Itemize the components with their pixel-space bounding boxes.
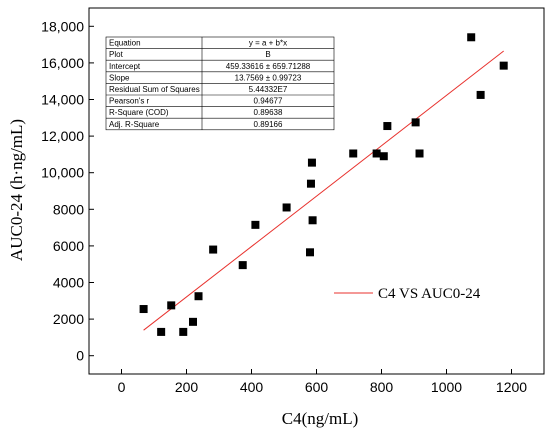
y-tick-label: 18,000	[41, 18, 84, 34]
stats-table-key: Intercept	[109, 62, 141, 71]
stats-table-value: 459.33616 ± 659.71288	[226, 62, 311, 71]
data-point	[383, 122, 392, 131]
x-tick-label: 400	[240, 379, 264, 395]
stats-table-key: Pearson's r	[109, 97, 150, 106]
data-point	[467, 33, 476, 42]
data-point	[167, 301, 176, 310]
data-point	[238, 261, 247, 270]
y-tick-label: 4000	[53, 275, 84, 291]
stats-table-key: Plot	[109, 50, 124, 59]
stats-table-value: 13.7569 ± 0.99723	[235, 73, 302, 82]
stats-table-value: 0.89638	[254, 108, 283, 117]
data-point	[139, 305, 148, 314]
x-tick-label: 800	[370, 379, 394, 395]
stats-table-value: y = a + b*x	[249, 39, 287, 48]
y-tick-label: 10,000	[41, 165, 84, 181]
stats-table-value: 0.94677	[254, 97, 283, 106]
stats-table-key: Adj. R-Square	[109, 120, 160, 129]
data-point	[306, 248, 314, 257]
data-point	[415, 149, 424, 158]
y-axis: 0 2000 4000 6000 8000 10,000 12,000 14,000 16,00…	[41, 18, 94, 364]
data-point	[209, 245, 218, 254]
x-tick-label: 1200	[496, 379, 527, 395]
data-point	[307, 158, 316, 167]
stats-table-value: 0.89166	[254, 120, 283, 129]
data-point	[306, 179, 315, 188]
data-point	[157, 327, 166, 336]
data-point	[251, 220, 260, 229]
data-points-layer	[139, 33, 508, 336]
y-tick-label: 2000	[53, 311, 84, 327]
data-point	[372, 149, 381, 158]
y-tick-label: 0	[76, 348, 84, 364]
stats-table-value: 5.44332E7	[249, 85, 288, 94]
stats-table-key: Equation	[109, 39, 141, 48]
data-point	[189, 317, 197, 326]
data-point	[194, 292, 203, 301]
stats-table-key: Slope	[109, 73, 130, 82]
data-point	[411, 118, 420, 127]
x-tick-label: 1000	[431, 379, 462, 395]
x-axis-title: C4(ng/mL)	[282, 409, 359, 428]
y-axis-title: AUC0-24 (h·ng/mL)	[7, 119, 26, 261]
stats-table-key: R-Square (COD)	[109, 108, 169, 117]
legend-label: C4 VS AUC0-24	[378, 286, 481, 302]
x-tick-label: 200	[175, 379, 199, 395]
y-tick-label: 8000	[53, 201, 84, 217]
x-axis: 0 200 400 600 800 1000 1200	[118, 369, 527, 395]
legend: C4 VS AUC0-24	[334, 286, 481, 302]
x-tick-label: 600	[305, 379, 329, 395]
y-tick-label: 12,000	[41, 128, 84, 144]
x-tick-label: 0	[118, 379, 126, 395]
stats-table: Equation y = a + b*x Plot B Intercept 459.336…	[105, 36, 335, 131]
data-point	[308, 216, 317, 225]
y-tick-label: 16,000	[41, 55, 84, 71]
data-point	[282, 203, 291, 212]
y-tick-label: 14,000	[41, 92, 84, 108]
fit-line-layer	[143, 50, 505, 331]
data-point	[379, 152, 388, 161]
y-tick-label: 6000	[53, 238, 84, 254]
fit-line	[143, 50, 505, 331]
stats-table-value: B	[265, 50, 270, 59]
data-point	[499, 61, 508, 70]
stats-table-key: Residual Sum of Squares	[109, 85, 200, 94]
data-point	[349, 149, 358, 158]
data-point	[476, 90, 485, 99]
data-point	[179, 327, 188, 336]
